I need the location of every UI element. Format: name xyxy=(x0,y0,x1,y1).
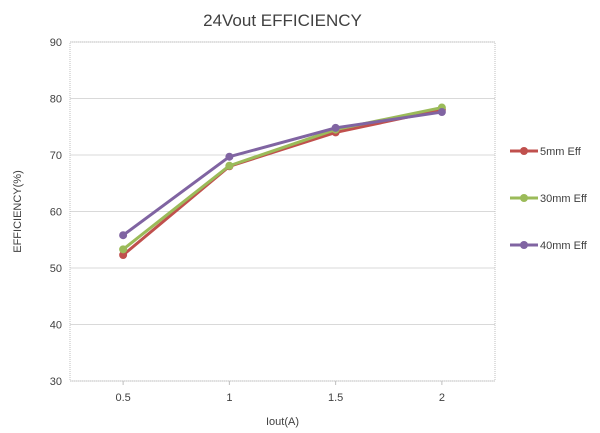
data-point xyxy=(119,231,128,240)
series-group xyxy=(119,103,446,260)
legend-label: 40mm Eff xyxy=(540,240,588,252)
series-line xyxy=(121,108,444,257)
series-line xyxy=(121,106,444,251)
legend-item: 40mm Eff xyxy=(510,240,588,252)
y-axis-label: EFFICIENCY(%) xyxy=(12,170,24,253)
legend-item: 5mm Eff xyxy=(510,146,582,158)
y-tick-label: 70 xyxy=(50,150,62,162)
x-tick-label: 0.5 xyxy=(115,392,130,404)
series-line xyxy=(121,110,444,237)
y-tick-label: 60 xyxy=(50,207,62,219)
y-tick-label: 30 xyxy=(50,376,62,388)
legend-swatch-marker xyxy=(520,194,528,202)
data-point xyxy=(119,251,128,260)
plot-area xyxy=(69,41,496,382)
data-point xyxy=(437,108,446,117)
x-tick-label: 1.5 xyxy=(328,392,343,404)
data-point xyxy=(331,123,340,132)
tick-labels: 30 40 50 60 70 80 90 0.5 1 1.5 2 xyxy=(50,37,445,404)
data-point xyxy=(119,245,128,254)
x-tick-label: 1 xyxy=(226,392,232,404)
legend-swatch-marker xyxy=(520,147,528,155)
legend-swatch-marker xyxy=(520,241,528,249)
series-30mm-eff xyxy=(119,103,446,254)
grid-lines xyxy=(70,41,495,382)
x-axis-label: Iout(A) xyxy=(266,416,299,428)
y-tick-label: 40 xyxy=(50,320,62,332)
y-tick-label: 80 xyxy=(50,94,62,106)
x-tick-label: 2 xyxy=(439,392,445,404)
legend-label: 30mm Eff xyxy=(540,193,588,205)
legend-label: 5mm Eff xyxy=(540,146,582,158)
legend-item: 30mm Eff xyxy=(510,193,588,205)
series-5mm-eff xyxy=(119,105,446,260)
y-tick-label: 90 xyxy=(50,37,62,49)
chart-title: 24Vout EFFICIENCY xyxy=(203,11,362,30)
data-point xyxy=(225,152,234,161)
legend: 5mm Eff 30mm Eff 40mm Eff xyxy=(510,146,588,252)
series-40mm-eff xyxy=(119,108,446,240)
data-point xyxy=(225,161,234,170)
y-tick-label: 50 xyxy=(50,263,62,275)
